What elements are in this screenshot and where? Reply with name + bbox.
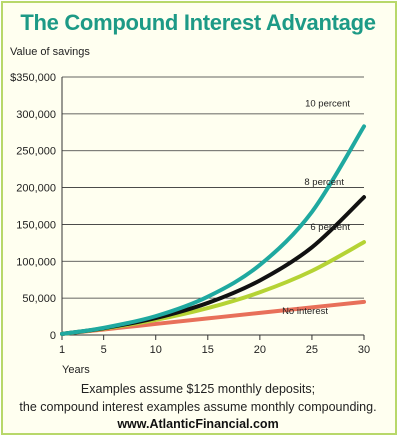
y-tick-label: 150,000 — [16, 219, 56, 231]
series-label-no-interest: No interest — [282, 306, 328, 317]
website-link[interactable]: www.AtlanticFinancial.com — [117, 417, 279, 431]
footnote-line-2: the compound interest examples assume mo… — [19, 400, 377, 414]
y-tick-label: 50,000 — [22, 293, 56, 305]
x-tick-label: 30 — [358, 344, 370, 356]
y-tick-label: 200,000 — [16, 183, 56, 195]
series-label-6-percent: 6 percent — [310, 222, 350, 233]
y-tick-label: 0 — [50, 330, 56, 342]
x-tick-label: 25 — [306, 344, 318, 356]
series-label-8-percent: 8 percent — [304, 177, 344, 188]
y-tick-label: 250,000 — [16, 146, 56, 158]
chart-title: The Compound Interest Advantage — [20, 10, 376, 35]
series-line-6-percent — [60, 240, 366, 336]
x-tick-label: 1 — [59, 344, 65, 356]
y-tick-label: 300,000 — [16, 109, 56, 121]
footnote-line-1: Examples assume $125 monthly deposits; — [80, 382, 316, 396]
y-axis-label: Value of savings — [10, 46, 90, 58]
series-label-10-percent: 10 percent — [305, 98, 350, 109]
x-tick-label: 10 — [150, 344, 162, 356]
x-axis-label: Years — [62, 364, 90, 376]
x-tick-label: 5 — [101, 344, 107, 356]
series-line-10-percent — [60, 124, 366, 336]
y-tick-label: 100,000 — [16, 256, 56, 268]
x-tick-label: 20 — [254, 344, 266, 356]
x-tick-label: 15 — [202, 344, 214, 356]
y-tick-label: $350,000 — [10, 72, 56, 84]
